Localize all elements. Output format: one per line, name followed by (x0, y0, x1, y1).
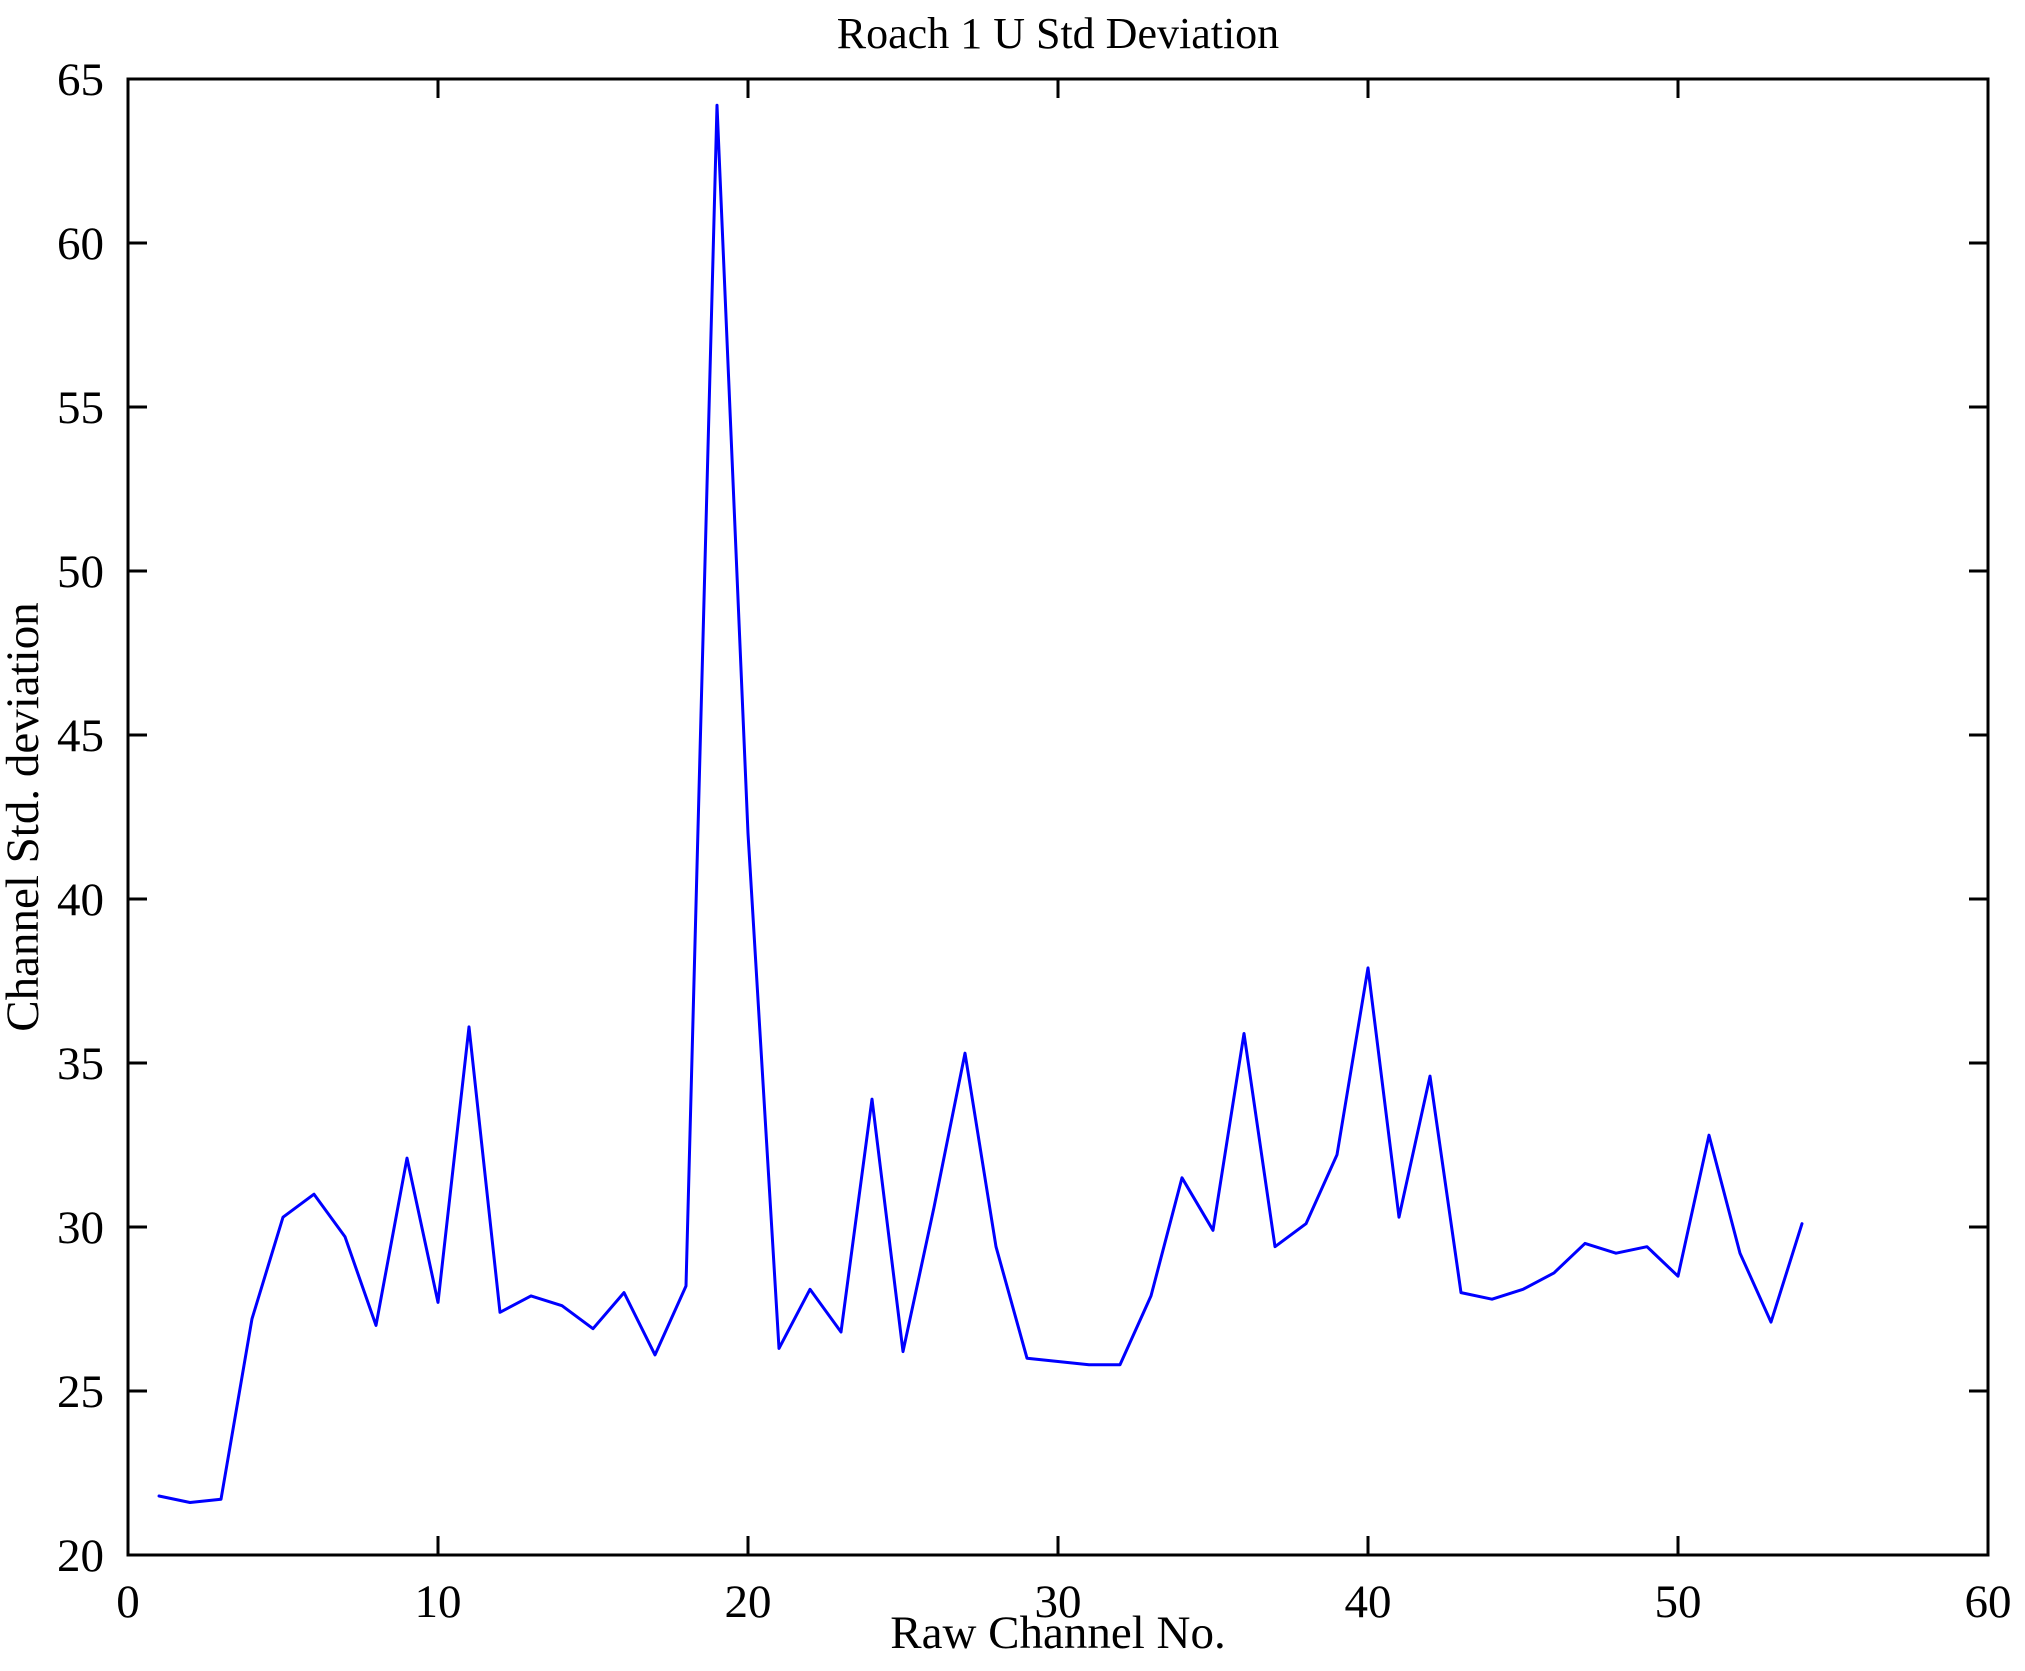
tick-label: 40 (57, 874, 104, 926)
x-axis-ticks (126, 79, 1990, 1555)
tick-label: 50 (57, 546, 104, 598)
x-axis-label: Raw Channel No. (890, 1607, 1225, 1659)
tick-label: 20 (725, 1576, 772, 1628)
tick-label: 10 (415, 1576, 462, 1628)
tick-label: 60 (1965, 1576, 2012, 1628)
tick-label: 50 (1655, 1576, 1702, 1628)
y-axis-ticks (128, 77, 1988, 1557)
tick-label: 55 (57, 382, 104, 434)
tick-label: 60 (57, 218, 104, 270)
chart-title: Roach 1 U Std Deviation (837, 9, 1279, 58)
x-axis-tick-labels: 0 10 20 30 40 50 60 (116, 1576, 2011, 1628)
tick-label: 0 (116, 1576, 140, 1628)
tick-label: 65 (57, 54, 104, 106)
tick-label: 45 (57, 710, 104, 762)
tick-label: 30 (57, 1202, 104, 1254)
tick-label: 25 (57, 1366, 104, 1418)
y-axis-tick-labels: 20 25 30 35 40 45 50 55 60 65 (57, 54, 104, 1582)
plot-area-border (126, 77, 1990, 1557)
tick-label: 40 (1345, 1576, 1392, 1628)
y-axis-label: Channel Std. deviation (0, 602, 49, 1031)
tick-label: 20 (57, 1530, 104, 1582)
tick-label: 35 (57, 1038, 104, 1090)
tick-label: 30 (1035, 1576, 1082, 1628)
data-line (157, 103, 1804, 1504)
